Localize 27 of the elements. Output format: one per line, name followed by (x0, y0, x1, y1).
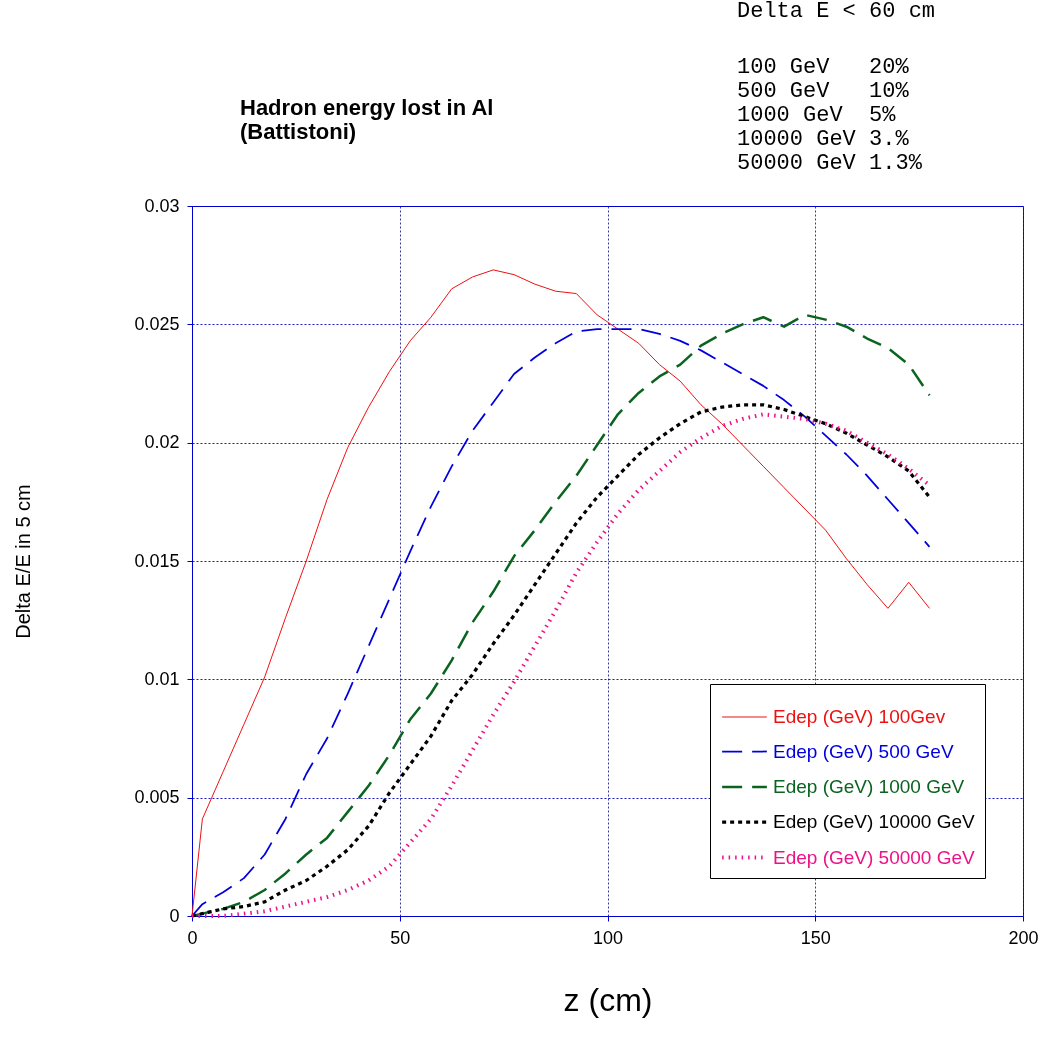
text: Delta E < 60 cm (737, 0, 936, 24)
text: 50000 GeV 1.3% (737, 151, 923, 176)
x-tick-label: 200 (1008, 927, 1039, 948)
chart-subtitle: (Battistoni) (240, 119, 357, 144)
x-tick-label: 150 (800, 927, 831, 948)
text: 500 GeV 10% (737, 79, 910, 104)
x-axis-title: z (cm) (563, 981, 653, 1018)
x-tick-label: 0 (187, 927, 198, 948)
legend-label: Edep (GeV) 10000 GeV (773, 811, 976, 832)
chart-title: Hadron energy lost in Al (240, 95, 494, 120)
y-axis-title: Delta E/E in 5 cm (12, 484, 35, 639)
y-tick-label: 0.015 (134, 550, 180, 571)
legend-label: Edep (GeV) 100Gev (773, 706, 946, 727)
legend-label: Edep (GeV) 1000 GeV (773, 776, 965, 797)
text: 100 GeV 20% (737, 55, 910, 80)
legend-label: Edep (GeV) 500 GeV (773, 740, 954, 762)
text: 1000 GeV 5% (737, 103, 897, 128)
y-tick-label: 0.005 (134, 787, 180, 808)
x-tick-label: 50 (390, 927, 411, 948)
y-tick-label: 0.01 (144, 668, 180, 689)
text: 10000 GeV 3.% (737, 127, 910, 152)
y-tick-label: 0.02 (144, 432, 180, 453)
y-tick-label: 0.03 (144, 195, 180, 216)
legend-label: Edep (GeV) 50000 GeV (773, 846, 976, 868)
y-tick-label: 0.025 (134, 313, 180, 334)
y-tick-label: 0 (169, 905, 180, 926)
x-tick-label: 100 (592, 927, 624, 948)
